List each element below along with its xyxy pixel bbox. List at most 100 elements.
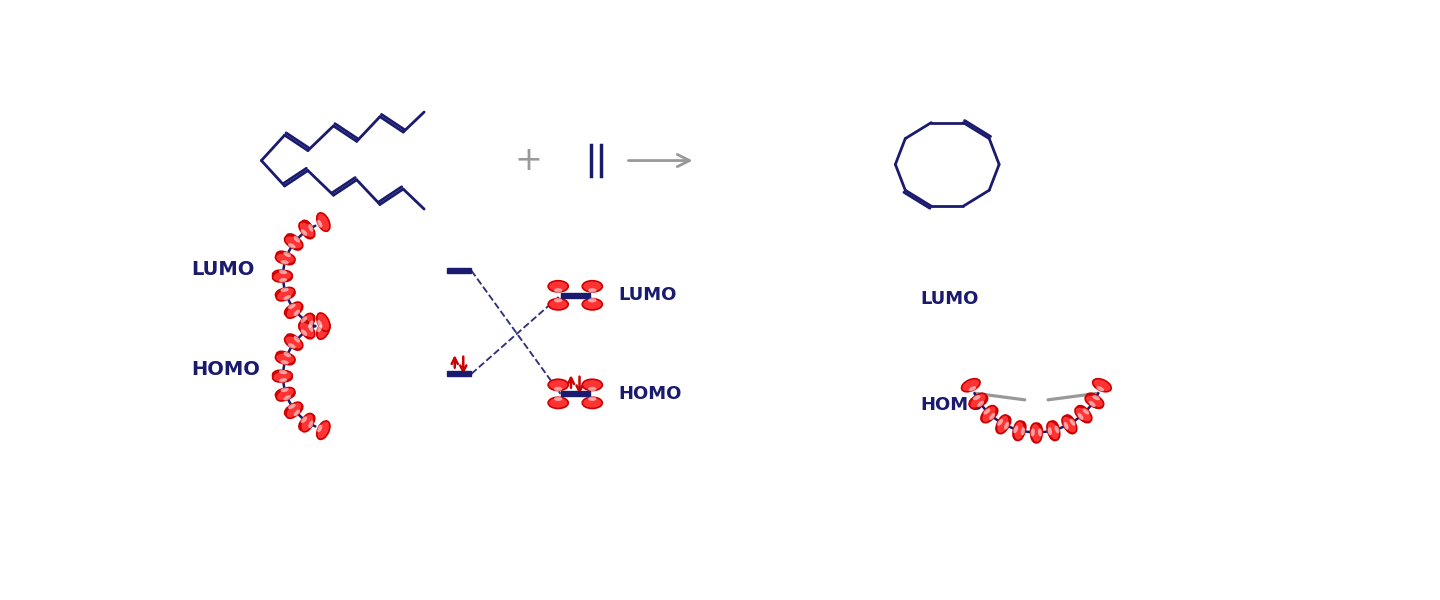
Bar [446, 268, 471, 273]
Text: LUMO: LUMO [619, 286, 677, 304]
Ellipse shape [1064, 415, 1076, 434]
Ellipse shape [549, 299, 569, 310]
Text: HOMO: HOMO [192, 361, 261, 379]
Ellipse shape [308, 320, 314, 328]
Ellipse shape [308, 421, 314, 428]
Ellipse shape [317, 320, 323, 328]
Ellipse shape [582, 379, 602, 391]
Ellipse shape [317, 421, 330, 439]
Ellipse shape [308, 324, 314, 332]
Ellipse shape [300, 222, 315, 238]
Ellipse shape [969, 395, 988, 408]
Ellipse shape [285, 303, 302, 316]
Ellipse shape [996, 416, 1011, 433]
Ellipse shape [554, 397, 563, 401]
Ellipse shape [588, 397, 596, 401]
Ellipse shape [294, 236, 300, 242]
Bar [446, 371, 471, 376]
Ellipse shape [288, 404, 295, 409]
Ellipse shape [1096, 386, 1104, 391]
Ellipse shape [1014, 421, 1025, 440]
Ellipse shape [300, 322, 315, 338]
Ellipse shape [1021, 427, 1025, 436]
Ellipse shape [582, 299, 602, 310]
Ellipse shape [1093, 379, 1112, 392]
Ellipse shape [294, 410, 300, 416]
Ellipse shape [588, 298, 596, 302]
Ellipse shape [301, 413, 314, 432]
Ellipse shape [1063, 416, 1077, 433]
Ellipse shape [317, 321, 330, 339]
Ellipse shape [272, 371, 292, 382]
Ellipse shape [554, 387, 563, 391]
Ellipse shape [1031, 423, 1043, 443]
Ellipse shape [272, 270, 292, 281]
Ellipse shape [317, 220, 323, 227]
Ellipse shape [978, 401, 984, 407]
Ellipse shape [276, 251, 295, 265]
Ellipse shape [276, 287, 295, 301]
Ellipse shape [281, 388, 288, 392]
Ellipse shape [582, 397, 602, 409]
Ellipse shape [308, 224, 314, 232]
Ellipse shape [549, 379, 569, 391]
Ellipse shape [285, 403, 302, 416]
Ellipse shape [285, 236, 302, 249]
Ellipse shape [554, 298, 563, 302]
Bar [560, 293, 590, 298]
Ellipse shape [294, 336, 300, 343]
Ellipse shape [982, 406, 996, 423]
Ellipse shape [1048, 427, 1053, 436]
Ellipse shape [287, 402, 302, 418]
Ellipse shape [996, 419, 1004, 426]
Ellipse shape [301, 329, 307, 336]
Ellipse shape [1038, 428, 1043, 437]
Ellipse shape [1048, 421, 1060, 440]
Ellipse shape [1047, 421, 1060, 440]
Text: +: + [516, 144, 543, 177]
Ellipse shape [284, 295, 291, 301]
Ellipse shape [279, 270, 287, 274]
Ellipse shape [984, 409, 991, 415]
Ellipse shape [1089, 401, 1096, 407]
Ellipse shape [549, 397, 569, 409]
Ellipse shape [279, 378, 287, 382]
Text: HOMO: HOMO [920, 395, 984, 413]
Ellipse shape [272, 271, 292, 282]
Ellipse shape [981, 407, 998, 422]
Ellipse shape [276, 388, 295, 401]
Ellipse shape [549, 281, 569, 292]
Ellipse shape [287, 302, 302, 318]
Ellipse shape [1064, 422, 1068, 430]
Ellipse shape [285, 336, 302, 349]
Ellipse shape [281, 260, 288, 265]
Ellipse shape [301, 229, 307, 236]
Ellipse shape [1070, 419, 1076, 426]
Ellipse shape [301, 316, 307, 323]
Ellipse shape [1004, 422, 1009, 430]
Ellipse shape [284, 352, 291, 357]
Ellipse shape [301, 320, 314, 339]
Ellipse shape [1093, 395, 1100, 400]
Ellipse shape [1086, 393, 1103, 409]
Ellipse shape [284, 395, 291, 400]
Ellipse shape [973, 395, 981, 400]
Ellipse shape [287, 234, 302, 250]
Ellipse shape [288, 243, 295, 248]
Ellipse shape [1077, 413, 1083, 420]
Ellipse shape [1076, 407, 1092, 422]
Ellipse shape [301, 313, 314, 332]
Text: HOMO: HOMO [619, 385, 683, 403]
Ellipse shape [284, 252, 291, 257]
Ellipse shape [300, 415, 315, 430]
Ellipse shape [275, 288, 295, 299]
Ellipse shape [554, 288, 563, 293]
Ellipse shape [1014, 425, 1018, 433]
Ellipse shape [317, 425, 323, 432]
Ellipse shape [582, 281, 602, 292]
Ellipse shape [969, 393, 986, 409]
Ellipse shape [272, 370, 292, 382]
Ellipse shape [301, 416, 307, 423]
Ellipse shape [1076, 406, 1092, 423]
Ellipse shape [1014, 421, 1025, 440]
